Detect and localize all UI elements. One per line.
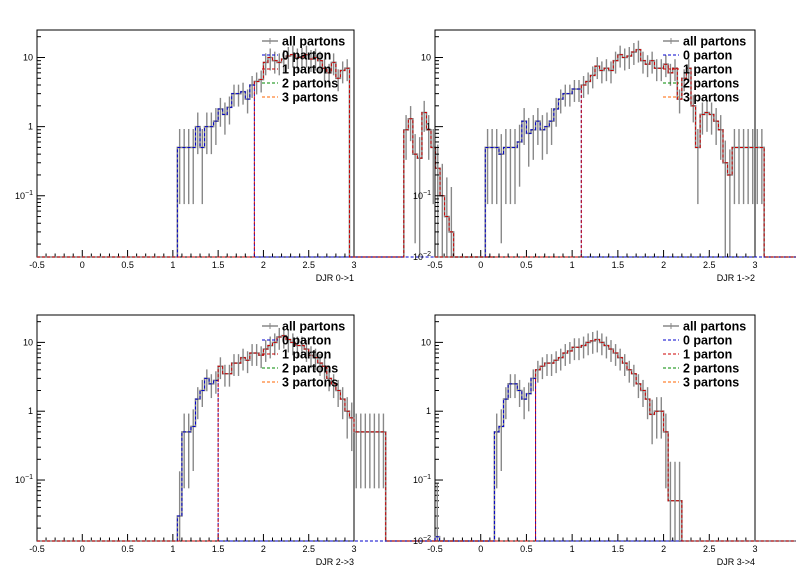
x-tick-label: 3 [752,544,757,554]
legend-label-p2: 2 partons [683,362,739,376]
y-tick-label: 10−2 [413,535,431,546]
y-tick-label: 1 [28,406,33,416]
x-axis-label: DJR 2->3 [316,557,354,567]
legend-label-p1: 1 parton [683,63,732,77]
legend-label-p2: 2 partons [683,77,739,91]
x-tick-label: 0 [478,260,483,270]
y-tick-label: 10−1 [15,474,33,485]
x-tick-label: 0 [478,544,483,554]
x-tick-label: 1.5 [212,260,225,270]
x-tick-label: 1 [170,544,175,554]
y-tick-label: 10−1 [15,190,33,201]
x-tick-label: 2.5 [703,260,716,270]
legend-label-p3: 3 partons [282,91,338,105]
y-tick-label: 10−1 [413,190,431,201]
series-all-line [435,48,796,258]
x-tick-label: 0.5 [121,260,134,270]
y-tick-label: 10 [421,337,431,347]
legend-label-p1: 1 parton [282,63,331,77]
legend-label-p0: 0 parton [282,49,331,63]
panel-djr-1-2: -0.5 0 0.5 1 1.5 2 2.5 3 10 1 10−1 10−2 DJR 1->2 all … [413,29,796,283]
x-tick-label: -0.5 [427,544,443,554]
x-tick-label: -0.5 [427,260,443,270]
x-tick-label: 2.5 [302,544,315,554]
x-tick-label: 1.5 [612,544,625,554]
x-tick-label: 1.5 [212,544,225,554]
y-tick-label: 1 [426,122,431,132]
legend-label-p0: 0 parton [683,334,732,348]
x-tick-label: 2 [661,260,666,270]
series-p0-line [37,84,490,258]
x-tick-label: 3 [351,544,356,554]
x-tick-label: 3 [752,260,757,270]
plot-frame [36,29,355,258]
series-p1-line [435,49,796,258]
x-tick-label: 1 [570,260,575,270]
y-tick-label: 10−2 [413,251,431,262]
series-p1-line [37,335,490,542]
x-tick-label: 0 [80,544,85,554]
y-tick-label: 1 [426,406,431,416]
x-tick-label: -0.5 [29,544,45,554]
legend-label-p2: 2 partons [282,77,338,91]
legend-label-p3: 3 partons [683,91,739,105]
legend-label-p3: 3 partons [282,376,338,390]
x-tick-label: 1 [170,260,175,270]
legend-label-p0: 0 parton [282,334,331,348]
y-tick-label: 10 [421,53,431,63]
x-tick-label: 0.5 [520,260,533,270]
legend-label-all: all partons [282,320,345,334]
x-tick-label: 0.5 [520,544,533,554]
series-all-line [37,334,490,542]
x-tick-label: 2.5 [703,544,716,554]
y-tick-label: 1 [28,122,33,132]
series-all-line [37,53,495,258]
x-tick-label: 2.5 [302,260,315,270]
series-p0-line [435,88,796,258]
y-tick-label: 10 [23,337,33,347]
plot-frame [434,314,756,542]
x-tick-label: 3 [351,260,356,270]
y-tick-label: 10 [23,53,33,63]
x-tick-label: 2 [261,260,266,270]
x-tick-label: 0.5 [121,544,134,554]
legend-label-all: all partons [683,320,746,334]
legend-label-p0: 0 parton [683,49,732,63]
x-tick-label: -0.5 [29,260,45,270]
series-p1-line [37,54,495,258]
x-tick-label: 0 [80,260,85,270]
series-all-line [434,338,796,542]
x-axis-label: DJR 0->1 [316,273,354,283]
y-tick-label: 10−1 [413,474,431,485]
legend-label-p1: 1 parton [683,348,732,362]
x-tick-label: 1 [570,544,575,554]
legend-label-all: all partons [282,35,345,49]
x-tick-label: 2 [661,544,666,554]
legend-label-all: all partons [683,35,746,49]
legend-label-p2: 2 partons [282,362,338,376]
x-axis-label: DJR 1->2 [717,273,755,283]
series-p0-line [434,377,796,542]
panel-djr-3-4: -0.5 0 0.5 1 1.5 2 2.5 3 10 1 10−1 10−2 DJR 3->4 all … [413,314,796,567]
legend-label-p1: 1 parton [282,348,331,362]
legend-label-p3: 3 partons [683,376,739,390]
x-tick-label: 2 [261,544,266,554]
x-tick-label: 1.5 [612,260,625,270]
series-p1-line [435,339,796,542]
x-axis-label: DJR 3->4 [717,557,755,567]
series-p0-line [37,377,490,542]
